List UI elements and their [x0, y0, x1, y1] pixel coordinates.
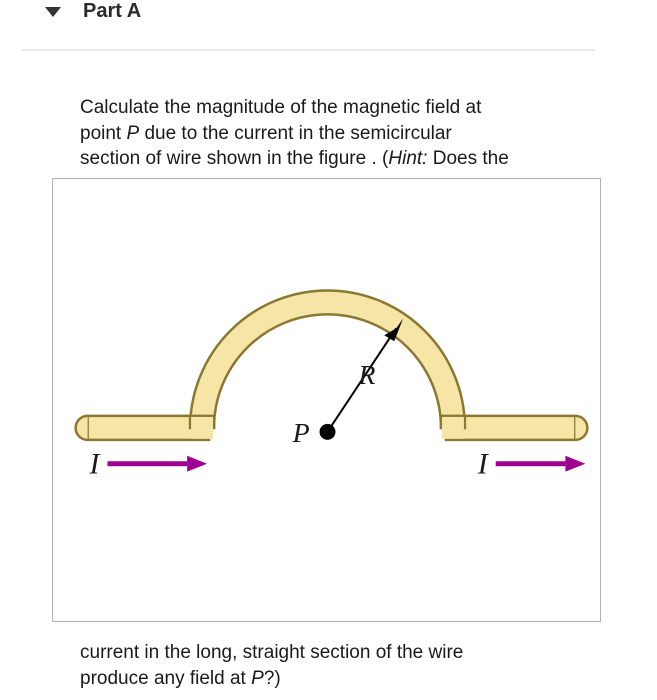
- label-I-left: I: [89, 448, 102, 481]
- divider: [22, 49, 595, 51]
- q-line2-suffix: due to the current in the semicircular: [139, 123, 452, 144]
- point-P-dot: [320, 424, 336, 440]
- q-cont-var-P: P: [251, 668, 264, 689]
- label-R: R: [357, 360, 375, 391]
- label-I-right: I: [477, 448, 490, 481]
- q-cont-line2-prefix: produce any field at: [80, 668, 251, 689]
- connector-right: [441, 416, 465, 439]
- q-line3-suffix: Does the: [427, 148, 508, 169]
- q-line2-prefix: point: [80, 123, 126, 144]
- right-wire: [446, 416, 587, 440]
- right-current-arrow: [496, 456, 586, 472]
- connector-left: [190, 416, 214, 439]
- figure-svg: I I P R: [53, 179, 600, 621]
- question-continue: current in the long, straight section of…: [80, 640, 595, 691]
- question-text: Calculate the magnitude of the magnetic …: [80, 95, 595, 172]
- q-cont-line2-suffix: ?): [264, 668, 281, 689]
- left-current-arrow: [107, 456, 207, 472]
- q-var-P: P: [126, 123, 139, 144]
- part-header[interactable]: Part A: [0, 0, 657, 23]
- q-line1: Calculate the magnitude of the magnetic …: [80, 97, 481, 118]
- caret-down-icon: [45, 7, 61, 17]
- q-cont-line1: current in the long, straight section of…: [80, 642, 463, 663]
- q-line3-prefix: section of wire shown in the figure . (: [80, 148, 388, 169]
- label-P: P: [292, 418, 310, 449]
- part-label: Part A: [83, 0, 141, 23]
- q-hint: Hint:: [388, 148, 427, 169]
- figure-container: I I P R: [52, 178, 601, 622]
- arc-wire: [190, 290, 465, 427]
